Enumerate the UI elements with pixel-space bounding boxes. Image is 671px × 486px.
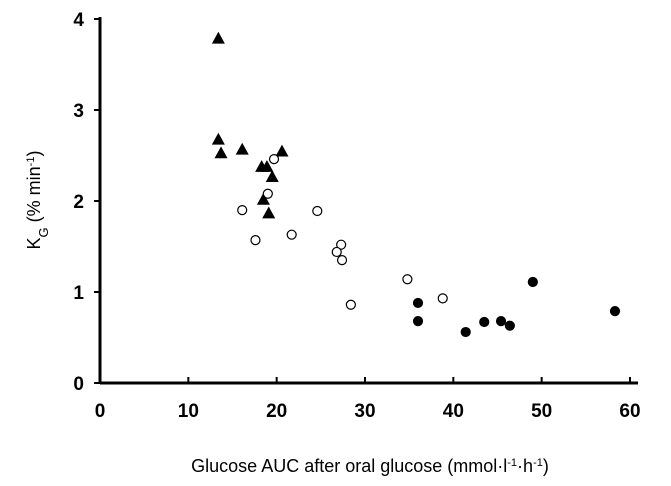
x-tick-label: 50	[531, 401, 552, 422]
label-part: Glucose AUC after oral glucose (mmol·l	[191, 456, 507, 476]
x-tick-label: 10	[178, 401, 199, 422]
label-part: K	[24, 237, 44, 249]
point	[345, 299, 356, 310]
x-tick-label: 60	[619, 401, 640, 422]
point	[286, 229, 297, 240]
point	[214, 146, 228, 159]
point	[495, 316, 507, 327]
point	[262, 206, 276, 219]
y-tick-label: 4	[73, 10, 84, 31]
label-part: -1	[533, 457, 543, 469]
y-tick-label: 3	[73, 101, 84, 122]
x-tick-label: 0	[95, 401, 106, 422]
point	[275, 144, 289, 157]
label-part: G	[36, 227, 51, 237]
y-axis-label: KG (% min-1)	[24, 151, 51, 250]
point	[437, 293, 448, 304]
x-tick-label: 30	[354, 401, 375, 422]
point	[256, 192, 270, 205]
point	[312, 205, 323, 217]
point	[262, 188, 273, 199]
point	[235, 142, 249, 155]
point	[211, 132, 225, 145]
label-part: )	[543, 456, 549, 476]
point	[412, 297, 424, 309]
point	[250, 235, 261, 246]
point	[265, 170, 279, 182]
y-tick-label: 2	[73, 192, 84, 213]
point	[412, 316, 424, 327]
label-part: ·h	[517, 456, 533, 476]
point	[268, 154, 280, 165]
point	[527, 276, 538, 288]
x-axis-label: Glucose AUC after oral glucose (mmol·l-1…	[191, 456, 549, 476]
point	[331, 246, 342, 258]
point	[336, 255, 348, 266]
y-tick-label: 0	[73, 374, 84, 395]
point	[609, 306, 621, 317]
point	[211, 31, 225, 44]
point	[260, 160, 274, 172]
x-tick-label: 20	[266, 401, 287, 422]
label-part: (% min	[24, 166, 44, 227]
point	[237, 205, 248, 216]
point	[402, 274, 413, 285]
point	[460, 326, 471, 338]
point	[336, 239, 347, 250]
y-tick-label: 1	[73, 283, 84, 304]
point	[504, 320, 515, 331]
label-part: )	[24, 151, 44, 157]
point	[479, 316, 490, 328]
x-tick-label: 40	[443, 401, 464, 422]
label-part: -1	[25, 157, 37, 167]
label-part: -1	[507, 457, 517, 469]
